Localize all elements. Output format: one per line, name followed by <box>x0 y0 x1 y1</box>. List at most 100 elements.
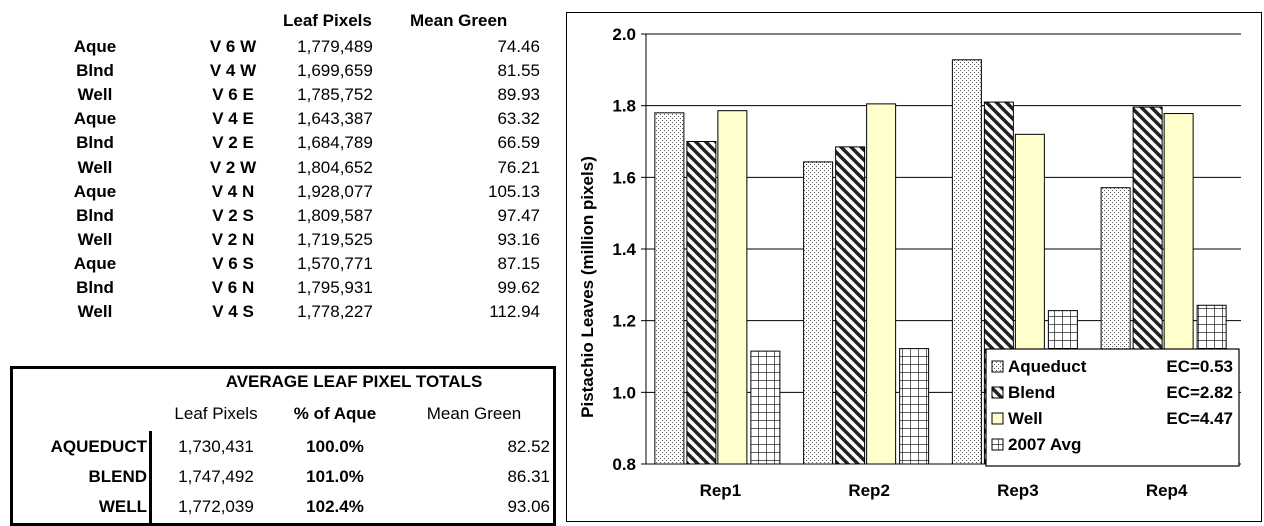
legend-swatch <box>991 412 1004 425</box>
row-plot: V 4 N <box>211 181 255 201</box>
row-treatment: Well <box>77 302 113 322</box>
y-tick-label: 0.8 <box>612 455 636 474</box>
row-treatment: Well <box>77 85 113 105</box>
row-mean-green: 89.93 <box>497 85 540 105</box>
summary-row-label: BLEND <box>88 467 147 486</box>
x-tick-label: Rep3 <box>997 481 1039 500</box>
row-mean-green: 63.32 <box>497 109 540 129</box>
legend-label: Well <box>1008 409 1043 428</box>
row-treatment: Aque <box>73 181 117 201</box>
legend-label: Blend <box>1008 383 1055 402</box>
summary-title: AVERAGE LEAF PIXEL TOTALS <box>225 372 483 391</box>
row-leaf-pixels: 1,643,387 <box>297 109 373 129</box>
y-tick-label: 1.2 <box>612 312 636 331</box>
row-plot: V 2 E <box>212 133 254 153</box>
summary-row-mean-green: 82.52 <box>507 437 550 456</box>
row-mean-green: 93.16 <box>497 229 540 249</box>
legend-swatch <box>991 360 1004 373</box>
row-mean-green: 87.15 <box>497 253 540 273</box>
row-mean-green: 112.94 <box>489 302 540 322</box>
summary-row-label: AQUEDUCT <box>50 437 147 456</box>
summary-row-leaf-pixels: 1,730,431 <box>178 437 254 456</box>
row-treatment: Aque <box>73 109 117 129</box>
row-plot: V 4 E <box>212 109 254 129</box>
legend-box <box>985 348 1240 467</box>
x-tick-label: Rep4 <box>1146 481 1188 500</box>
bar-aqueduct-rep1 <box>654 112 685 465</box>
summary-divider <box>149 431 152 524</box>
row-treatment: Blnd <box>76 61 114 81</box>
chart-frame <box>566 12 1262 522</box>
row-leaf-pixels: 1,804,652 <box>297 157 373 177</box>
row-leaf-pixels: 1,795,931 <box>297 278 373 297</box>
legend-ec: EC=2.82 <box>1166 383 1233 402</box>
summary-row-pct: 102.4% <box>306 497 364 516</box>
row-treatment: Well <box>77 229 113 249</box>
legend-label: Aqueduct <box>1008 357 1087 376</box>
row-mean-green: 97.47 <box>497 205 540 225</box>
row-plot: V 6 N <box>211 278 255 297</box>
row-leaf-pixels: 1,778,227 <box>297 302 373 322</box>
row-plot: V 2 N <box>211 229 255 249</box>
row-leaf-pixels: 1,809,587 <box>297 205 373 225</box>
row-plot: V 4 W <box>209 61 257 81</box>
row-plot: V 2 S <box>212 205 254 225</box>
summary-row-mean-green: 93.06 <box>507 497 550 516</box>
row-leaf-pixels: 1,699,659 <box>297 61 373 81</box>
row-plot: V 4 S <box>212 302 254 322</box>
legend-label: 2007 Avg <box>1008 435 1081 454</box>
row-treatment: Well <box>77 157 113 177</box>
y-tick-label: 1.4 <box>612 240 636 259</box>
row-treatment: Blnd <box>76 278 114 297</box>
bar-2007-avg-rep2 <box>899 348 930 465</box>
summary-header-leaf-pixels: Leaf Pixels <box>174 404 258 423</box>
bar-aqueduct-rep3 <box>951 59 982 465</box>
y-tick-label: 2.0 <box>612 25 636 44</box>
bar-well-rep2 <box>866 103 897 465</box>
x-tick-label: Rep1 <box>700 481 742 500</box>
y-axis-title: Pistachio Leaves (million pixels) <box>578 156 597 418</box>
row-leaf-pixels: 1,570,771 <box>297 253 373 273</box>
summary-row-label: WELL <box>98 497 147 516</box>
row-leaf-pixels: 1,719,525 <box>297 229 373 249</box>
row-leaf-pixels: 1,785,752 <box>297 85 373 105</box>
legend-swatch <box>991 438 1004 451</box>
legend-ec: EC=0.53 <box>1166 357 1233 376</box>
row-mean-green: 66.59 <box>497 133 540 153</box>
row-plot: V 6 S <box>212 253 254 273</box>
bar-blend-rep1 <box>686 141 717 465</box>
row-mean-green: 76.21 <box>497 157 540 177</box>
summary-row-leaf-pixels: 1,747,492 <box>178 467 254 486</box>
row-mean-green: 99.62 <box>497 278 540 297</box>
bar-chart: 0.8 1.0 1.2 1.4 1.6 1.8 2.0 Pistachio Leaves (m… <box>578 25 1241 500</box>
summary-header-mean-green: Mean Green <box>426 404 522 423</box>
row-plot: V 2 W <box>209 157 257 177</box>
summary-row-pct: 101.0% <box>306 467 364 486</box>
bar-aqueduct-rep2 <box>803 161 834 465</box>
row-plot: V 6 E <box>212 85 254 105</box>
row-treatment: Blnd <box>76 133 114 153</box>
summary-row-leaf-pixels: 1,772,039 <box>178 497 254 516</box>
row-leaf-pixels: 1,779,489 <box>297 37 373 56</box>
bar-2007-avg-rep1 <box>750 350 781 465</box>
row-treatment: Aque <box>73 253 117 273</box>
row-treatment: Blnd <box>76 205 114 225</box>
y-tick-label: 1.0 <box>612 383 636 402</box>
row-mean-green: 105.13 <box>488 181 540 201</box>
y-tick-label: 1.6 <box>612 168 636 187</box>
col-header-leaf-pixels: Leaf Pixels <box>283 11 372 30</box>
legend-swatch <box>991 386 1004 399</box>
summary-row-mean-green: 86.31 <box>507 467 550 486</box>
row-leaf-pixels: 1,684,789 <box>297 133 373 153</box>
row-treatment: Aque <box>73 37 117 56</box>
row-plot: V 6 W <box>209 37 257 56</box>
row-leaf-pixels: 1,928,077 <box>297 181 373 201</box>
bar-well-rep1 <box>717 110 748 465</box>
row-mean-green: 74.46 <box>497 37 540 56</box>
row-mean-green: 81.55 <box>497 61 540 81</box>
legend-ec: EC=4.47 <box>1166 409 1233 428</box>
col-header-mean-green: Mean Green <box>410 11 508 30</box>
x-tick-label: Rep2 <box>848 481 890 500</box>
summary-row-pct: 100.0% <box>306 437 364 456</box>
bar-blend-rep2 <box>835 146 866 465</box>
